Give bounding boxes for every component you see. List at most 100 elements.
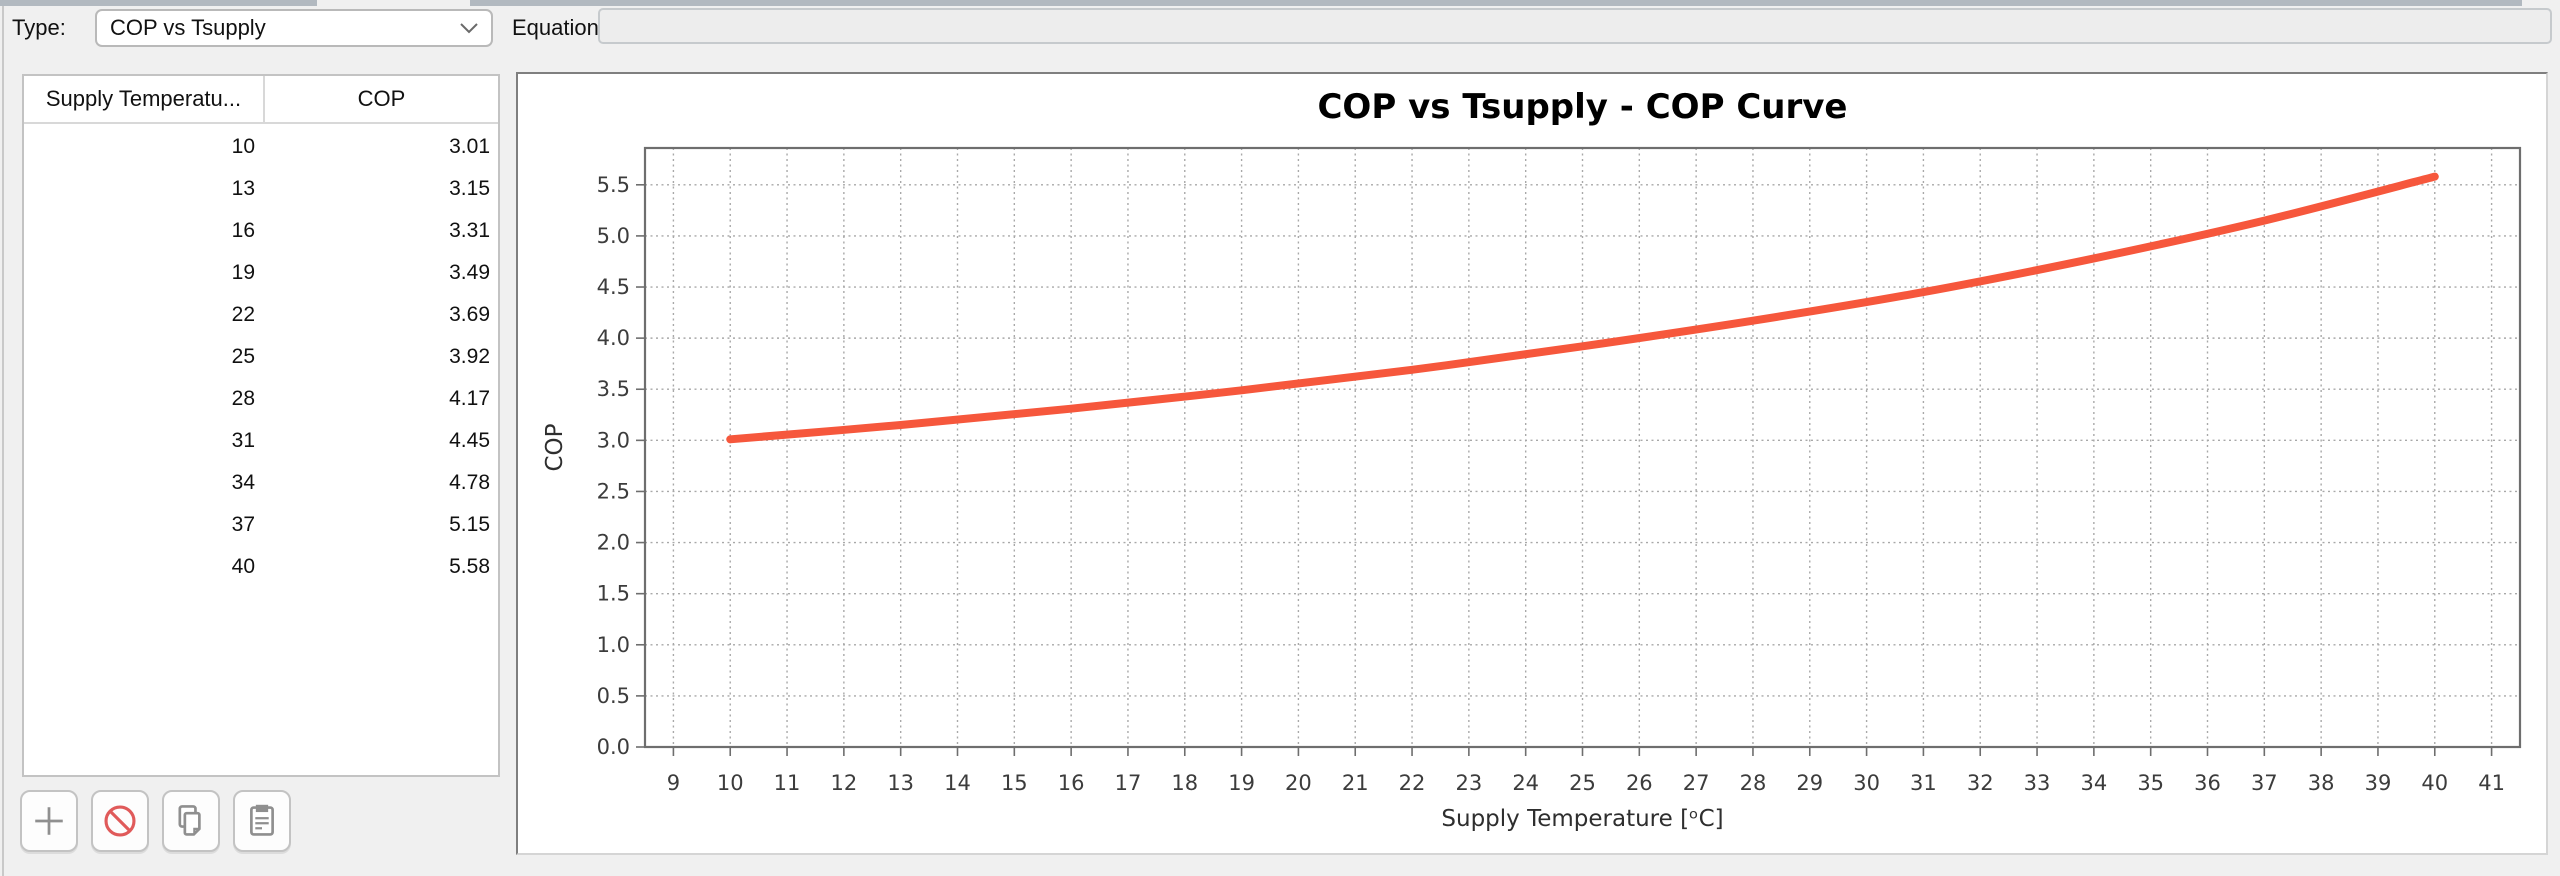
x-tick-label: 25 [1569,771,1596,795]
y-axis-label: COP [542,423,568,471]
cell-supply-temperature[interactable]: 34 [231,471,255,494]
cell-cop[interactable]: 4.45 [449,429,490,452]
x-tick-label: 13 [887,771,914,795]
y-tick-label: 1.5 [597,582,630,606]
y-tick-label: 2.5 [597,479,630,503]
table-row: 34 4.78 [24,462,498,504]
x-tick-label: 15 [1001,771,1028,795]
cell-cop[interactable]: 3.01 [449,135,490,158]
table-header-row: Supply Temperatu... COP [24,76,498,124]
x-tick-label: 38 [2308,771,2335,795]
y-tick-label: 1.0 [597,633,630,657]
cell-supply-temperature[interactable]: 16 [231,219,255,242]
x-tick-label: 11 [774,771,801,795]
cell-cop[interactable]: 4.17 [449,387,490,410]
x-tick-label: 9 [667,771,680,795]
cell-supply-temperature[interactable]: 28 [231,387,255,410]
table-row: 28 4.17 [24,378,498,420]
x-tick-label: 24 [1512,771,1539,795]
type-dropdown[interactable]: COP vs Tsupply [95,9,493,47]
x-tick-label: 29 [1796,771,1823,795]
tab-strip-right [470,0,2522,6]
y-tick-label: 2.0 [597,531,630,555]
x-tick-label: 21 [1342,771,1369,795]
x-tick-label: 14 [944,771,971,795]
cell-supply-temperature[interactable]: 19 [231,261,255,284]
cell-cop[interactable]: 3.31 [449,219,490,242]
x-tick-label: 20 [1285,771,1312,795]
paste-button[interactable] [233,790,291,852]
cell-cop[interactable]: 4.78 [449,471,490,494]
paste-icon [250,804,274,836]
equation-input[interactable] [598,8,2552,44]
x-tick-label: 35 [2137,771,2164,795]
table-row: 25 3.92 [24,336,498,378]
x-tick-label: 32 [1967,771,1994,795]
plot-border [643,146,2522,749]
y-tick-label: 4.0 [597,326,630,350]
x-tick-label: 41 [2478,771,2505,795]
cell-supply-temperature[interactable]: 13 [231,177,255,200]
x-tick-label: 28 [1740,771,1767,795]
cell-cop[interactable]: 3.69 [449,303,490,326]
table-actions-toolbar [20,790,291,852]
x-axis-label: Supply Temperature [ᵒC] [1441,806,1723,832]
table-row: 37 5.15 [24,504,498,546]
x-tick-label: 16 [1058,771,1085,795]
cell-supply-temperature[interactable]: 25 [231,345,255,368]
cell-supply-temperature[interactable]: 31 [231,429,255,452]
x-tick-label: 30 [1853,771,1880,795]
x-tick-label: 27 [1683,771,1710,795]
chart-title: COP vs Tsupply - COP Curve [1317,87,1847,127]
cop-curve-line [726,172,2439,444]
x-tick-label: 34 [2080,771,2107,795]
x-tick-label: 23 [1455,771,1482,795]
x-tick-label: 39 [2365,771,2392,795]
y-tick-label: 0.0 [597,735,630,759]
table-row: 40 5.58 [24,546,498,588]
column-header-cop[interactable]: COP [357,86,406,111]
x-tick-label: 18 [1171,771,1198,795]
x-tick-label: 17 [1115,771,1142,795]
x-tick-label: 33 [2024,771,2051,795]
x-tick-label: 40 [2421,771,2448,795]
y-tick-label: 0.5 [597,684,630,708]
cell-supply-temperature[interactable]: 22 [231,303,255,326]
table-row: 13 3.15 [24,168,498,210]
y-tick-label: 5.0 [597,224,630,248]
window-left-border [2,6,4,876]
cell-cop[interactable]: 5.58 [449,555,490,578]
y-tick-label: 4.5 [597,275,630,299]
cell-supply-temperature[interactable]: 10 [231,135,255,158]
x-tick-label: 22 [1399,771,1426,795]
y-tick-label: 3.5 [597,377,630,401]
cell-supply-temperature[interactable]: 37 [231,513,255,536]
table-body: 10 3.01 13 3.15 16 3.31 19 3.49 22 3.69 25 3.92 28 4.… [24,126,498,775]
chart-panel: 9 10 11 12 13 14 15 16 17 18 19 20 21 22 23 24 25 26 27 28 2… [516,72,2548,855]
add-row-button[interactable] [20,790,78,852]
cell-cop[interactable]: 3.15 [449,177,490,200]
copy-icon [178,805,201,836]
ban-icon [104,805,136,837]
table-row: 19 3.49 [24,252,498,294]
table-row: 16 3.31 [24,210,498,252]
type-label: Type: [12,15,66,40]
x-tick-label: 36 [2194,771,2221,795]
column-header-supply-temperature[interactable]: Supply Temperatu... [24,76,265,122]
x-tick-label: 26 [1626,771,1653,795]
cell-cop[interactable]: 3.92 [449,345,490,368]
y-tick-label: 3.0 [597,428,630,452]
cell-cop[interactable]: 3.49 [449,261,490,284]
tab-strip-left [0,0,317,6]
x-tick-label: 31 [1910,771,1937,795]
copy-button[interactable] [162,790,220,852]
chevron-down-icon [460,23,478,34]
plus-icon [35,807,63,835]
delete-row-button[interactable] [91,790,149,852]
cell-cop[interactable]: 5.15 [449,513,490,536]
cop-curve-chart: 9 10 11 12 13 14 15 16 17 18 19 20 21 22 23 24 25 26 27 28 2… [542,87,2522,832]
equation-label: Equation: [512,15,605,40]
cell-supply-temperature[interactable]: 40 [231,555,255,578]
y-tick-label: 5.5 [597,173,630,197]
